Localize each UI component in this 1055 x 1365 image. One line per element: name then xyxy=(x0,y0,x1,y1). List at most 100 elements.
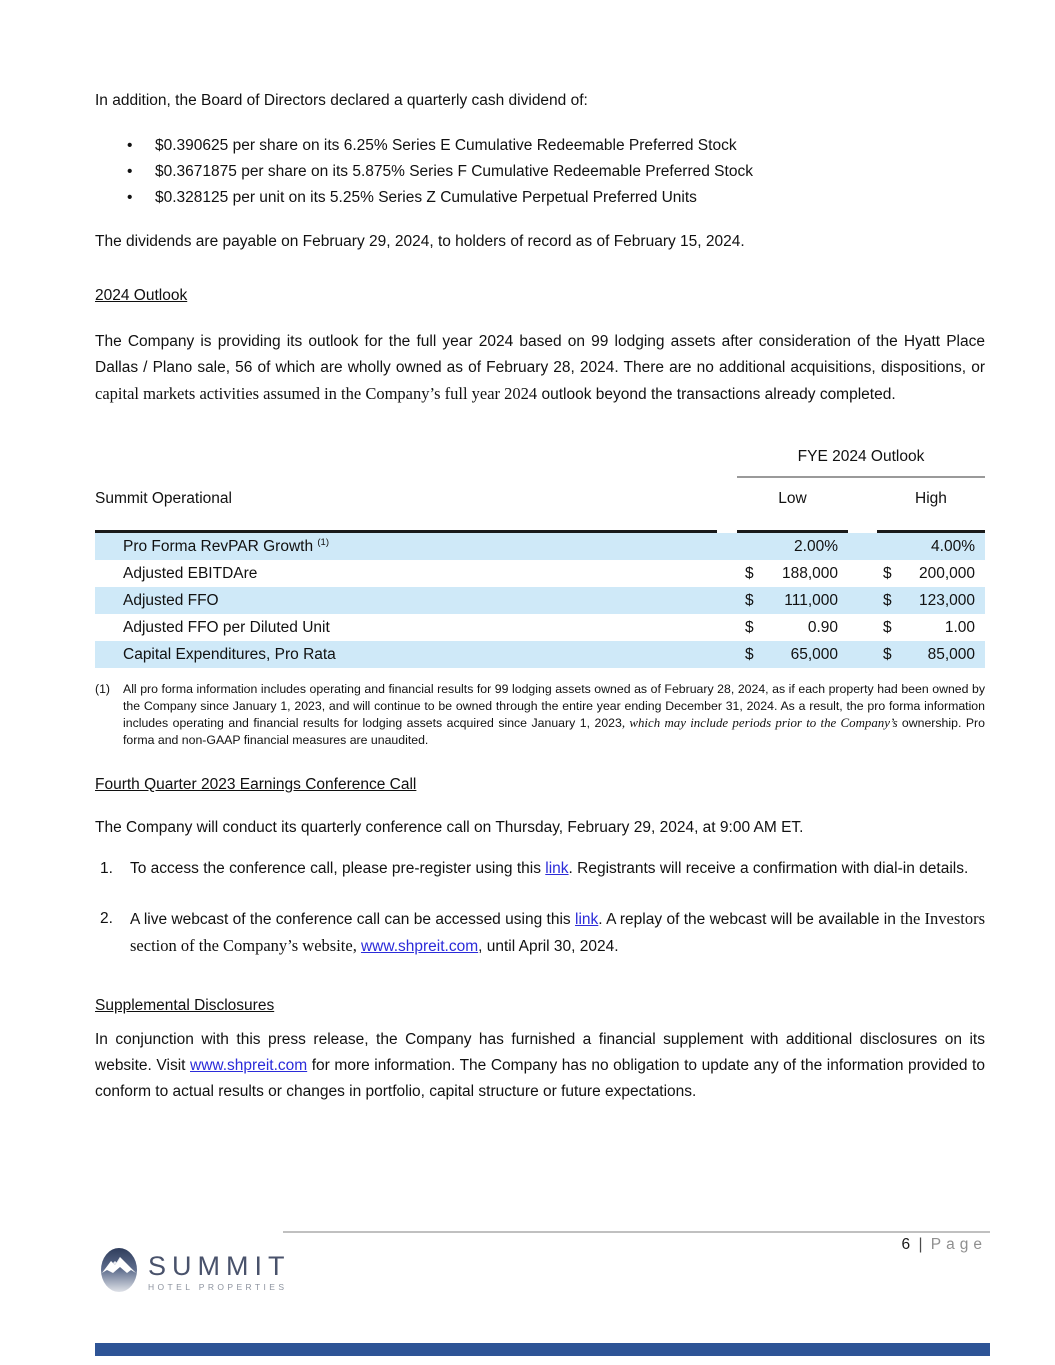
text-run: ownership. Pro forma and non-GAAP financ… xyxy=(123,716,985,747)
supplemental-heading: Supplemental Disclosures xyxy=(95,997,275,1014)
text-run: A live webcast of the conference call ca… xyxy=(130,911,576,928)
cell-value: 0.90 xyxy=(807,618,838,636)
text-run: In conjunction with this press release, … xyxy=(95,1031,985,1074)
low-value-cell: $0.90 xyxy=(737,619,848,637)
currency-symbol: $ xyxy=(883,564,892,582)
bullet-icon: • xyxy=(127,163,133,180)
currency-symbol: $ xyxy=(745,645,754,663)
low-value-cell: $188,000 xyxy=(737,565,848,583)
header-rule-high xyxy=(877,530,985,533)
cell-value: 111,000 xyxy=(784,591,838,609)
cell-value: 1.00 xyxy=(944,618,975,636)
supplemental-paragraph: In conjunction with this press release, … xyxy=(95,1027,985,1105)
bullet-text: $0.390625 per share on its 6.25% Series … xyxy=(155,137,737,154)
outlook-table: FYE 2024 Outlook Summit Operational Low … xyxy=(95,448,985,678)
hyperlink[interactable]: link xyxy=(575,911,599,928)
currency-symbol: $ xyxy=(745,564,754,582)
text-run: the Investors section of the Company’s w… xyxy=(130,909,986,955)
text-run: capital markets activities assumed in th… xyxy=(95,384,538,403)
cell-value: 123,000 xyxy=(918,591,975,609)
page-number-value: 6 xyxy=(901,1236,911,1253)
text-run: . A replay of the webcast will be availa… xyxy=(598,911,901,928)
list-number: 1. xyxy=(100,860,113,877)
cell-value: 4.00% xyxy=(931,537,975,555)
text-run: To access the conference call, please pr… xyxy=(130,860,546,877)
page-word: Page xyxy=(930,1236,987,1253)
cell-value: 65,000 xyxy=(790,645,838,663)
table-row: Adjusted EBITDAre $188,000 $200,000 xyxy=(95,560,985,587)
footer-accent-bar xyxy=(95,1343,990,1356)
footnote-reference: (1) xyxy=(317,536,330,548)
dividends-payable-paragraph: The dividends are payable on February 29… xyxy=(95,233,745,250)
row-label: Adjusted FFO xyxy=(123,591,219,609)
list-item-text: To access the conference call, please pr… xyxy=(130,856,985,882)
text-run: for more information. The Company has no… xyxy=(95,1057,985,1100)
outlook-paragraph: The Company is providing its outlook for… xyxy=(95,329,985,408)
cell-value: 188,000 xyxy=(781,564,838,582)
logo-text: SUMMIT HOTEL PROPERTIES xyxy=(148,1251,291,1293)
bullet-text: $0.3671875 per share on its 5.875% Serie… xyxy=(155,163,753,180)
low-value-cell: $65,000 xyxy=(737,646,848,664)
currency-symbol: $ xyxy=(883,618,892,636)
text-run: . Registrants will receive a confirmatio… xyxy=(568,860,969,877)
row-label: Adjusted EBITDAre xyxy=(123,564,258,582)
column-header-high: High xyxy=(915,490,947,507)
table-body: Pro Forma RevPAR Growth (1) 2.00% 4.00% Adj… xyxy=(95,533,985,668)
text-run: outlook beyond the transactions already … xyxy=(537,386,896,403)
table-row: Pro Forma RevPAR Growth (1) 2.00% 4.00% xyxy=(95,533,985,560)
table-group-header: FYE 2024 Outlook xyxy=(737,448,985,478)
row-label: Pro Forma RevPAR Growth (1) xyxy=(123,536,330,555)
table-row: Adjusted FFO $111,000 $123,000 xyxy=(95,587,985,614)
conference-call-heading: Fourth Quarter 2023 Earnings Conference … xyxy=(95,776,417,793)
text-run: , until April 30, 2024. xyxy=(478,938,619,955)
list-item: • $0.390625 per share on its 6.25% Series… xyxy=(95,133,985,159)
logo-name: SUMMIT xyxy=(148,1251,291,1281)
high-value-cell: $123,000 xyxy=(877,592,985,610)
high-value-cell: $1.00 xyxy=(877,619,985,637)
currency-symbol: $ xyxy=(745,618,754,636)
footer-divider xyxy=(283,1231,990,1233)
text-run: The Company is providing its outlook for… xyxy=(95,333,985,376)
column-header-low: Low xyxy=(778,490,807,507)
table-row-header: Summit Operational xyxy=(95,490,232,507)
conference-call-list: 1. To access the conference call, please … xyxy=(95,856,985,984)
header-rule-label xyxy=(95,530,717,533)
summit-logo: SUMMIT HOTEL PROPERTIES xyxy=(100,1247,290,1298)
low-value-cell: 2.00% xyxy=(737,538,848,556)
text-run: All pro forma information includes opera… xyxy=(123,682,985,730)
table-footnote: (1) All pro forma information includes o… xyxy=(95,681,985,749)
list-item: • $0.328125 per unit on its 5.25% Series … xyxy=(95,185,985,211)
high-value-cell: $85,000 xyxy=(877,646,985,664)
low-value-cell: $111,000 xyxy=(737,592,848,610)
mountain-logo-icon xyxy=(100,1247,138,1298)
high-value-cell: 4.00% xyxy=(877,538,985,556)
cell-value: 85,000 xyxy=(927,645,975,663)
footnote-marker: (1) xyxy=(95,682,111,696)
list-number: 2. xyxy=(100,910,113,927)
hyperlink[interactable]: www.shpreit.com xyxy=(360,938,479,955)
text-run: , which may include periods prior to the… xyxy=(621,716,902,730)
cell-value: 2.00% xyxy=(794,537,838,555)
page-number: 6 | Page xyxy=(902,1236,987,1254)
logo-subtitle: HOTEL PROPERTIES xyxy=(148,1282,288,1292)
currency-symbol: $ xyxy=(883,591,892,609)
list-item-text: A live webcast of the conference call ca… xyxy=(130,906,985,960)
high-value-cell: $200,000 xyxy=(877,565,985,583)
bullet-text: $0.328125 per unit on its 5.25% Series Z… xyxy=(155,189,697,206)
header-rule-low xyxy=(737,530,848,533)
numbered-list-item: 2. A live webcast of the conference call … xyxy=(95,906,985,960)
conference-call-paragraph: The Company will conduct its quarterly c… xyxy=(95,819,804,836)
intro-paragraph: In addition, the Board of Directors decl… xyxy=(95,92,588,109)
numbered-list-item: 1. To access the conference call, please … xyxy=(95,856,985,882)
row-label: Capital Expenditures, Pro Rata xyxy=(123,645,336,663)
hyperlink[interactable]: link xyxy=(545,860,569,877)
cell-value: 200,000 xyxy=(918,564,975,582)
dividend-bullet-list: • $0.390625 per share on its 6.25% Series… xyxy=(95,133,985,211)
currency-symbol: $ xyxy=(745,591,754,609)
list-item: • $0.3671875 per share on its 5.875% Seri… xyxy=(95,159,985,185)
row-label: Adjusted FFO per Diluted Unit xyxy=(123,618,330,636)
table-header-row: Summit Operational Low High xyxy=(95,482,985,516)
currency-symbol: $ xyxy=(883,645,892,663)
hyperlink[interactable]: www.shpreit.com xyxy=(190,1057,308,1074)
